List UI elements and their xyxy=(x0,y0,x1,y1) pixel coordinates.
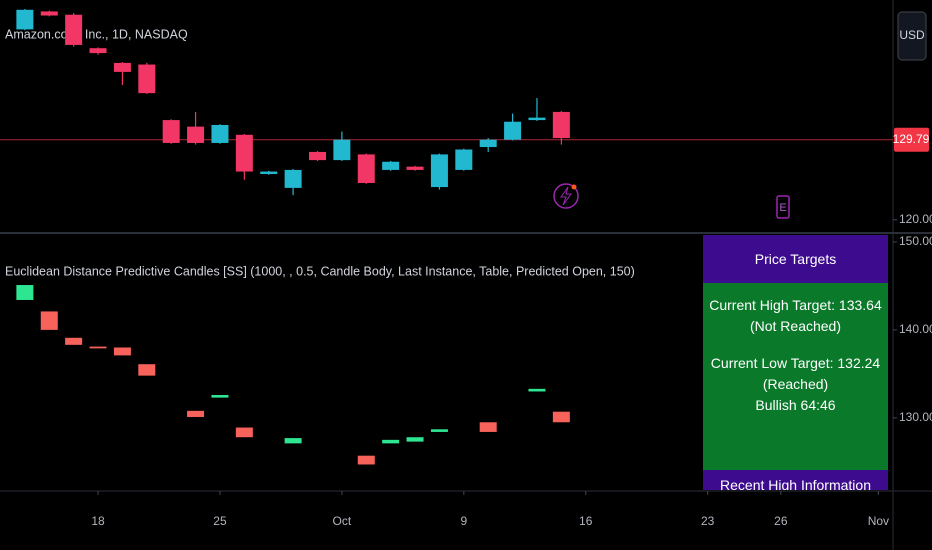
table-line: Bullish 64:46 xyxy=(755,397,836,413)
x-tick-label: Nov xyxy=(868,514,889,528)
candle-body xyxy=(65,337,83,345)
currency-label[interactable]: USD xyxy=(899,28,925,42)
x-tick-label: 16 xyxy=(579,514,593,528)
legend-title: Amazon.com, Inc., 1D, NASDAQ xyxy=(5,27,188,41)
currency-button[interactable] xyxy=(897,11,927,61)
table-header: Price Targets xyxy=(703,235,888,283)
candle-body xyxy=(382,439,400,444)
candle-body xyxy=(40,311,58,330)
table-body: Current High Target: 133.64 (Not Reached)… xyxy=(703,283,888,470)
candle-body xyxy=(113,347,131,356)
candle-body xyxy=(260,171,278,174)
candle-body xyxy=(113,62,131,72)
candle-body xyxy=(187,410,205,417)
candle-body xyxy=(430,429,448,432)
y-tick-label: 140.00 xyxy=(899,322,932,336)
candle-body xyxy=(235,134,253,172)
candle-body xyxy=(504,121,522,140)
table-line: Current High Target: 133.64 xyxy=(709,297,882,313)
candle-body xyxy=(382,161,400,170)
x-tick-label: 26 xyxy=(774,514,788,528)
candle-body xyxy=(528,388,546,392)
x-tick-label: 9 xyxy=(460,514,467,528)
candle-body xyxy=(211,394,229,398)
legend-title: Euclidean Distance Predictive Candles [S… xyxy=(5,264,635,278)
candle-body xyxy=(455,149,473,170)
price-targets-table: Price Targets Current High Target: 133.6… xyxy=(703,235,888,490)
x-tick-label: 25 xyxy=(213,514,227,528)
candle-body xyxy=(65,14,83,45)
candle-body xyxy=(479,139,497,148)
table-line: (Reached) xyxy=(762,376,829,392)
candle-body xyxy=(89,346,107,349)
candle-body xyxy=(357,455,375,465)
table-line: Current Low Target: 132.24 xyxy=(710,355,881,371)
last-price-label: 129.79 xyxy=(893,132,930,146)
candle-body xyxy=(406,437,424,442)
candle-body xyxy=(552,111,570,139)
x-tick-label: 18 xyxy=(91,514,105,528)
candle-body xyxy=(16,9,34,30)
candle-body xyxy=(552,411,570,423)
candle-body xyxy=(309,151,327,161)
candle-body xyxy=(284,169,302,188)
last-price-badge xyxy=(894,127,929,152)
table-footer: Recent High Information xyxy=(703,470,888,490)
y-tick-label: 150.00 xyxy=(899,234,932,248)
candle-body xyxy=(528,117,546,121)
candle-body xyxy=(406,166,424,170)
dividend-icon[interactable] xyxy=(553,183,579,209)
lightning-glyph xyxy=(560,186,572,206)
earnings-label: E xyxy=(779,202,786,214)
candle-body xyxy=(479,422,497,432)
candle-body xyxy=(16,285,34,300)
candle-body xyxy=(357,154,375,183)
x-tick-label: Oct xyxy=(333,514,352,528)
earnings-icon[interactable] xyxy=(776,195,790,219)
candle-body xyxy=(430,154,448,188)
candle-body xyxy=(187,126,205,143)
x-tick-label: 23 xyxy=(701,514,715,528)
y-tick-label: 120.00 xyxy=(899,212,932,226)
candle-body xyxy=(89,48,107,54)
candle-body xyxy=(138,64,156,94)
candle-body xyxy=(138,364,156,376)
alert-dot xyxy=(571,184,577,190)
candle-body xyxy=(211,124,229,143)
y-tick-label: 130.00 xyxy=(899,410,932,424)
table-line: (Not Reached) xyxy=(749,318,842,334)
candle-body xyxy=(40,11,58,16)
candle-body xyxy=(284,438,302,444)
candle-body xyxy=(333,139,351,161)
candle-body xyxy=(162,120,180,143)
candle-body xyxy=(235,427,253,438)
